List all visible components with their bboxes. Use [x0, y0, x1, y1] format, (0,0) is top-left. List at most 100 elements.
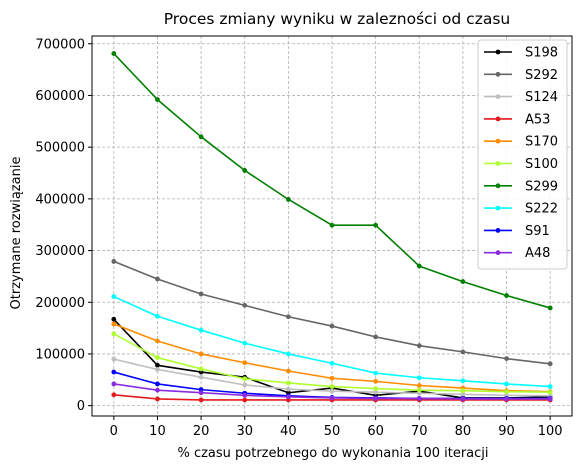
data-point — [373, 334, 378, 339]
legend: S198S292S124A53S170S100S299S222S91A48 — [478, 40, 567, 269]
data-point — [373, 223, 378, 228]
data-point — [330, 324, 335, 329]
legend-label: S299 — [525, 179, 558, 194]
data-point — [417, 264, 422, 269]
data-point — [286, 387, 291, 392]
data-point — [155, 388, 160, 393]
x-tick-label: 10 — [149, 424, 166, 439]
data-point — [155, 277, 160, 282]
data-point — [504, 389, 509, 394]
data-point — [373, 371, 378, 376]
legend-marker — [496, 72, 501, 77]
data-point — [286, 314, 291, 319]
data-point — [111, 370, 116, 375]
data-point — [155, 97, 160, 102]
data-point — [417, 343, 422, 348]
legend-label: S100 — [525, 157, 558, 172]
y-tick-label: 400000 — [35, 192, 85, 207]
legend-marker — [496, 250, 501, 255]
y-tick-label: 200000 — [35, 296, 85, 311]
data-point — [548, 361, 553, 366]
y-axis-label: Otrzymane rozwiązanie — [9, 157, 24, 310]
data-point — [242, 376, 247, 381]
x-tick-label: 50 — [324, 424, 341, 439]
data-point — [155, 363, 160, 368]
data-point — [417, 383, 422, 388]
x-axis-label: % czasu potrzebnego do wykonania 100 ite… — [177, 446, 488, 461]
data-point — [548, 397, 553, 402]
data-point — [330, 361, 335, 366]
data-point — [330, 223, 335, 228]
data-point — [373, 386, 378, 391]
legend-marker — [496, 139, 501, 144]
data-point — [199, 367, 204, 372]
data-point — [155, 339, 160, 344]
x-tick-label: 0 — [110, 424, 118, 439]
x-tick-label: 80 — [455, 424, 472, 439]
data-point — [111, 294, 116, 299]
data-point — [461, 378, 466, 383]
data-point — [548, 390, 553, 395]
x-tick-label: 70 — [411, 424, 428, 439]
data-point — [155, 367, 160, 372]
legend-marker — [496, 228, 501, 233]
data-point — [155, 382, 160, 387]
data-point — [286, 369, 291, 374]
legend-label: S91 — [525, 224, 550, 239]
data-point — [242, 360, 247, 365]
data-point — [242, 383, 247, 388]
y-tick-label: 0 — [77, 399, 85, 414]
x-tick-label: 30 — [236, 424, 253, 439]
data-point — [242, 303, 247, 308]
x-axis: 0 10 20 30 40 50 60 70 80 90 100 — [110, 416, 563, 439]
data-point — [111, 392, 116, 397]
data-point — [155, 397, 160, 402]
data-point — [199, 398, 204, 403]
data-point — [199, 292, 204, 297]
chart-title: Proces zmiany wyniku w zalezności od cza… — [164, 10, 511, 28]
data-point — [286, 352, 291, 357]
y-tick-label: 100000 — [35, 347, 85, 362]
data-point — [330, 376, 335, 381]
data-point — [111, 322, 116, 327]
data-point — [286, 197, 291, 202]
x-tick-label: 40 — [280, 424, 297, 439]
legend-label: S292 — [525, 68, 558, 83]
legend-marker — [496, 94, 501, 99]
data-point — [461, 349, 466, 354]
legend-label: S124 — [525, 90, 558, 105]
x-tick-label: 90 — [498, 424, 515, 439]
data-point — [242, 168, 247, 173]
y-tick-label: 500000 — [35, 141, 85, 156]
data-point — [242, 341, 247, 346]
data-point — [111, 357, 116, 362]
data-point — [417, 396, 422, 401]
data-point — [199, 328, 204, 333]
legend-marker — [496, 183, 501, 188]
data-point — [111, 382, 116, 387]
data-point — [155, 355, 160, 360]
legend-label: A48 — [525, 246, 550, 261]
data-point — [286, 381, 291, 386]
data-point — [242, 393, 247, 398]
y-tick-label: 600000 — [35, 89, 85, 104]
x-tick-label: 100 — [538, 424, 563, 439]
y-tick-label: 300000 — [35, 244, 85, 259]
legend-label: S198 — [525, 46, 558, 61]
data-point — [111, 331, 116, 336]
legend-label: S222 — [525, 202, 558, 217]
legend-marker — [496, 50, 501, 55]
data-point — [548, 306, 553, 311]
legend-marker — [496, 117, 501, 122]
data-point — [111, 259, 116, 264]
x-tick-label: 20 — [193, 424, 210, 439]
data-point — [504, 397, 509, 402]
data-point — [461, 388, 466, 393]
legend-marker — [496, 206, 501, 211]
data-point — [504, 293, 509, 298]
legend-label: S170 — [525, 135, 558, 150]
data-point — [330, 384, 335, 389]
data-point — [417, 388, 422, 393]
data-point — [111, 317, 116, 322]
data-point — [330, 389, 335, 394]
